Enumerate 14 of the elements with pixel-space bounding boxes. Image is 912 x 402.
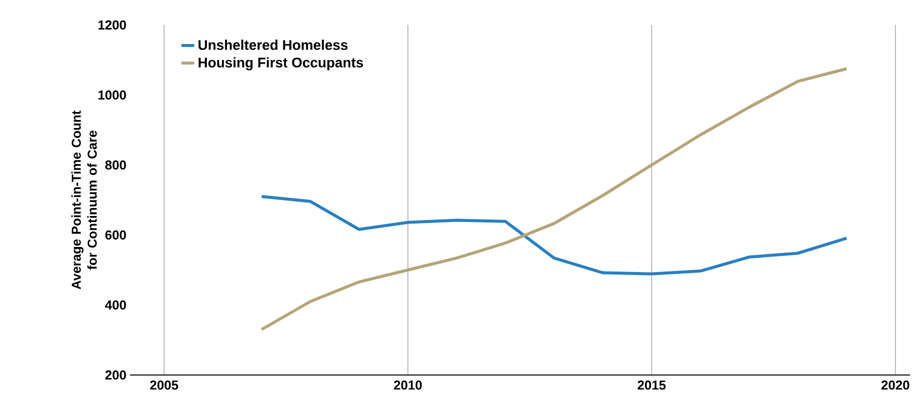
y-tick-label: 600	[105, 230, 126, 240]
x-tick-label: 2010	[394, 380, 422, 390]
x-tick-label: 2015	[638, 380, 666, 390]
y-tick-label: 200	[105, 370, 126, 380]
y-tick-label: 400	[105, 300, 126, 310]
line-series	[260, 195, 848, 276]
x-tick-label: 2005	[150, 380, 178, 390]
y-tick-label: 1200	[98, 20, 126, 30]
x-tick-label: 2020	[881, 380, 910, 390]
legend-label: Housing First Occupants	[198, 57, 363, 70]
y-axis-title: Average Point-in-Time Count for Continuum of Care	[71, 110, 97, 290]
y-tick-label: 800	[105, 160, 126, 170]
y-tick-label: 1000	[98, 90, 126, 100]
legend-label: Unsheltered Homeless	[198, 40, 348, 50]
